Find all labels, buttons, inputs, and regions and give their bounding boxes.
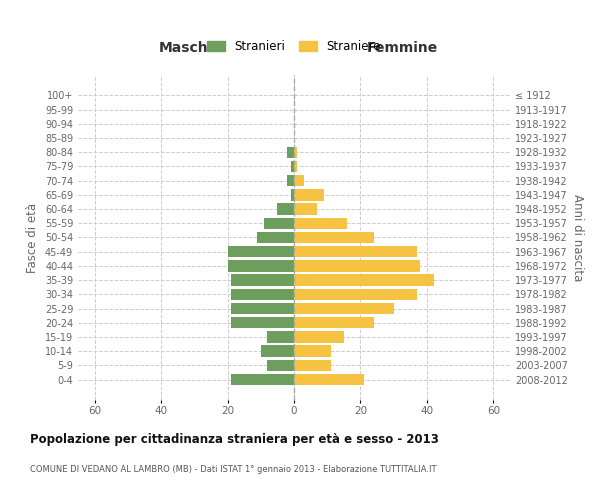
Text: Popolazione per cittadinanza straniera per età e sesso - 2013: Popolazione per cittadinanza straniera p… xyxy=(30,432,439,446)
Bar xyxy=(294,317,374,328)
Text: Femmine: Femmine xyxy=(367,42,437,56)
Bar xyxy=(294,288,417,300)
Bar xyxy=(287,146,294,158)
Text: COMUNE DI VEDANO AL LAMBRO (MB) - Dati ISTAT 1° gennaio 2013 - Elaborazione TUTT: COMUNE DI VEDANO AL LAMBRO (MB) - Dati I… xyxy=(30,466,437,474)
Bar xyxy=(227,260,294,272)
Y-axis label: Fasce di età: Fasce di età xyxy=(26,202,39,272)
Text: Maschi: Maschi xyxy=(159,42,213,56)
Bar xyxy=(268,360,294,371)
Legend: Stranieri, Straniere: Stranieri, Straniere xyxy=(202,36,386,58)
Bar xyxy=(290,189,294,200)
Bar xyxy=(287,175,294,186)
Bar xyxy=(294,346,331,357)
Bar xyxy=(227,246,294,258)
Bar xyxy=(231,317,294,328)
Bar xyxy=(261,346,294,357)
Bar xyxy=(264,218,294,229)
Bar xyxy=(257,232,294,243)
Bar xyxy=(277,204,294,215)
Bar xyxy=(231,303,294,314)
Bar xyxy=(294,303,394,314)
Bar xyxy=(268,331,294,342)
Bar xyxy=(294,232,374,243)
Bar xyxy=(294,204,317,215)
Bar xyxy=(231,288,294,300)
Bar xyxy=(294,260,420,272)
Y-axis label: Anni di nascita: Anni di nascita xyxy=(571,194,584,281)
Bar xyxy=(294,189,324,200)
Bar xyxy=(294,374,364,385)
Bar xyxy=(231,374,294,385)
Bar xyxy=(294,161,298,172)
Bar xyxy=(294,146,298,158)
Bar xyxy=(294,331,344,342)
Bar xyxy=(294,175,304,186)
Bar xyxy=(294,360,331,371)
Bar xyxy=(294,218,347,229)
Bar xyxy=(290,161,294,172)
Bar xyxy=(231,274,294,286)
Bar xyxy=(294,274,434,286)
Bar xyxy=(294,246,417,258)
